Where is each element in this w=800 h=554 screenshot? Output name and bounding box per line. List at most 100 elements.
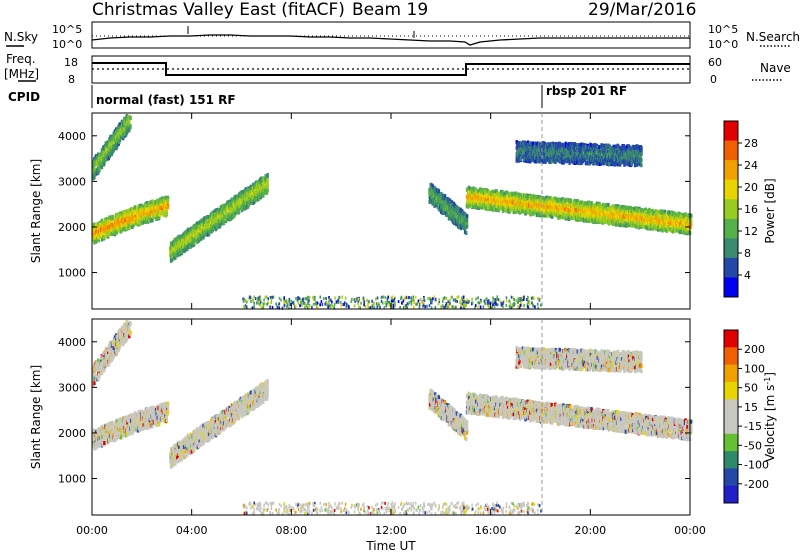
echo-cell — [100, 160, 104, 165]
echo-cell — [174, 255, 177, 260]
echo-cell — [97, 238, 100, 243]
echo-cell — [103, 161, 106, 166]
echo-cell — [184, 247, 187, 252]
echo-cell — [428, 199, 431, 204]
nave-label: Nave — [760, 61, 791, 75]
echo-cell — [266, 182, 269, 187]
echo-cell — [569, 198, 573, 203]
echo-cell — [116, 218, 119, 223]
freq-label: Freq. — [6, 52, 36, 66]
echo-cell — [119, 217, 122, 222]
echo-cell — [149, 200, 152, 205]
echo-cell — [497, 208, 500, 213]
echo-cell — [144, 216, 147, 221]
echo-cell — [607, 202, 610, 207]
sky-tick-top: 10^5 — [52, 23, 82, 36]
echo-cell — [463, 230, 467, 235]
echo-cell — [122, 216, 125, 221]
echo-cell — [159, 199, 163, 204]
echo-cell — [506, 199, 510, 204]
echo-cell — [465, 220, 469, 225]
echo-cell — [253, 199, 256, 204]
search-tick-top: 10^5 — [708, 23, 738, 36]
echo-cell — [481, 194, 485, 199]
echo-cell — [116, 221, 120, 226]
echo-cell — [468, 189, 471, 194]
echo-cell — [470, 194, 473, 199]
echo-cell — [128, 118, 131, 123]
echo-cell — [192, 226, 195, 231]
echo-cell — [165, 211, 168, 216]
echo-cell — [160, 206, 163, 211]
echo-cell — [123, 116, 126, 121]
echo-cell — [125, 124, 128, 129]
echo-cell — [250, 193, 253, 197]
echo-cell — [235, 209, 239, 214]
echo-cell — [430, 194, 433, 199]
echo-cell — [463, 213, 467, 218]
echo-cell — [499, 197, 502, 201]
echo-cell — [174, 243, 178, 248]
cpid-mode-1: normal (fast) 151 RF — [96, 93, 236, 107]
echo-cell — [475, 189, 478, 194]
echo-cell — [210, 229, 213, 234]
echo-cell — [431, 201, 434, 206]
echo-cell — [129, 116, 132, 120]
echo-cell — [490, 196, 493, 201]
echo-cell — [110, 152, 114, 157]
echo-cell — [100, 225, 103, 229]
echo-cell — [511, 191, 515, 196]
echo-cell — [491, 196, 495, 201]
echo-cell — [107, 234, 110, 239]
echo-cell — [471, 192, 474, 197]
echo-cell — [120, 225, 123, 230]
echo-cell — [263, 188, 267, 193]
cpid-label: CPID — [8, 90, 40, 104]
echo-cell — [443, 210, 446, 215]
echo-cell — [215, 223, 218, 228]
echo-cell — [100, 165, 104, 170]
echo-cell — [164, 195, 168, 200]
echo-cell — [127, 211, 130, 216]
echo-cell — [492, 207, 495, 212]
echo-cell — [440, 197, 444, 201]
echo-cell — [201, 230, 204, 235]
echo-cell — [200, 218, 203, 223]
echo-cell — [117, 215, 120, 220]
n-search-label: N.Search — [746, 30, 800, 44]
echo-cell — [465, 214, 469, 219]
echo-cell — [144, 201, 147, 206]
echo-cell — [505, 200, 508, 204]
echo-cell — [511, 200, 515, 205]
date-label: 29/Mar/2016 — [588, 0, 696, 20]
echo-cell — [498, 193, 501, 197]
echo-cell — [258, 194, 261, 199]
echo-cell — [506, 190, 509, 195]
echo-cell — [190, 227, 193, 232]
echo-cell — [475, 202, 479, 207]
echo-cell — [109, 152, 112, 157]
echo-cell — [214, 214, 218, 218]
echo-cell — [504, 190, 507, 195]
echo-cell — [247, 201, 251, 205]
echo-cell — [512, 210, 515, 215]
echo-cell — [182, 239, 186, 244]
echo-cell — [139, 203, 142, 208]
echo-cell — [250, 190, 254, 195]
echo-cell — [225, 213, 229, 218]
echo-cell — [115, 230, 119, 235]
echo-cell — [450, 200, 454, 205]
echo-cell — [128, 128, 131, 133]
echo-cell — [462, 222, 465, 227]
echo-cell — [207, 218, 210, 223]
echo-cell — [229, 208, 232, 213]
echo-cell — [119, 211, 122, 216]
echo-cell — [120, 229, 123, 234]
echo-cell — [113, 134, 116, 139]
echo-cell — [506, 202, 510, 207]
echo-cell — [506, 197, 510, 202]
echo-cell — [253, 185, 256, 190]
echo-cell — [146, 216, 149, 221]
echo-cell — [141, 204, 144, 209]
echo-cell — [163, 212, 166, 217]
